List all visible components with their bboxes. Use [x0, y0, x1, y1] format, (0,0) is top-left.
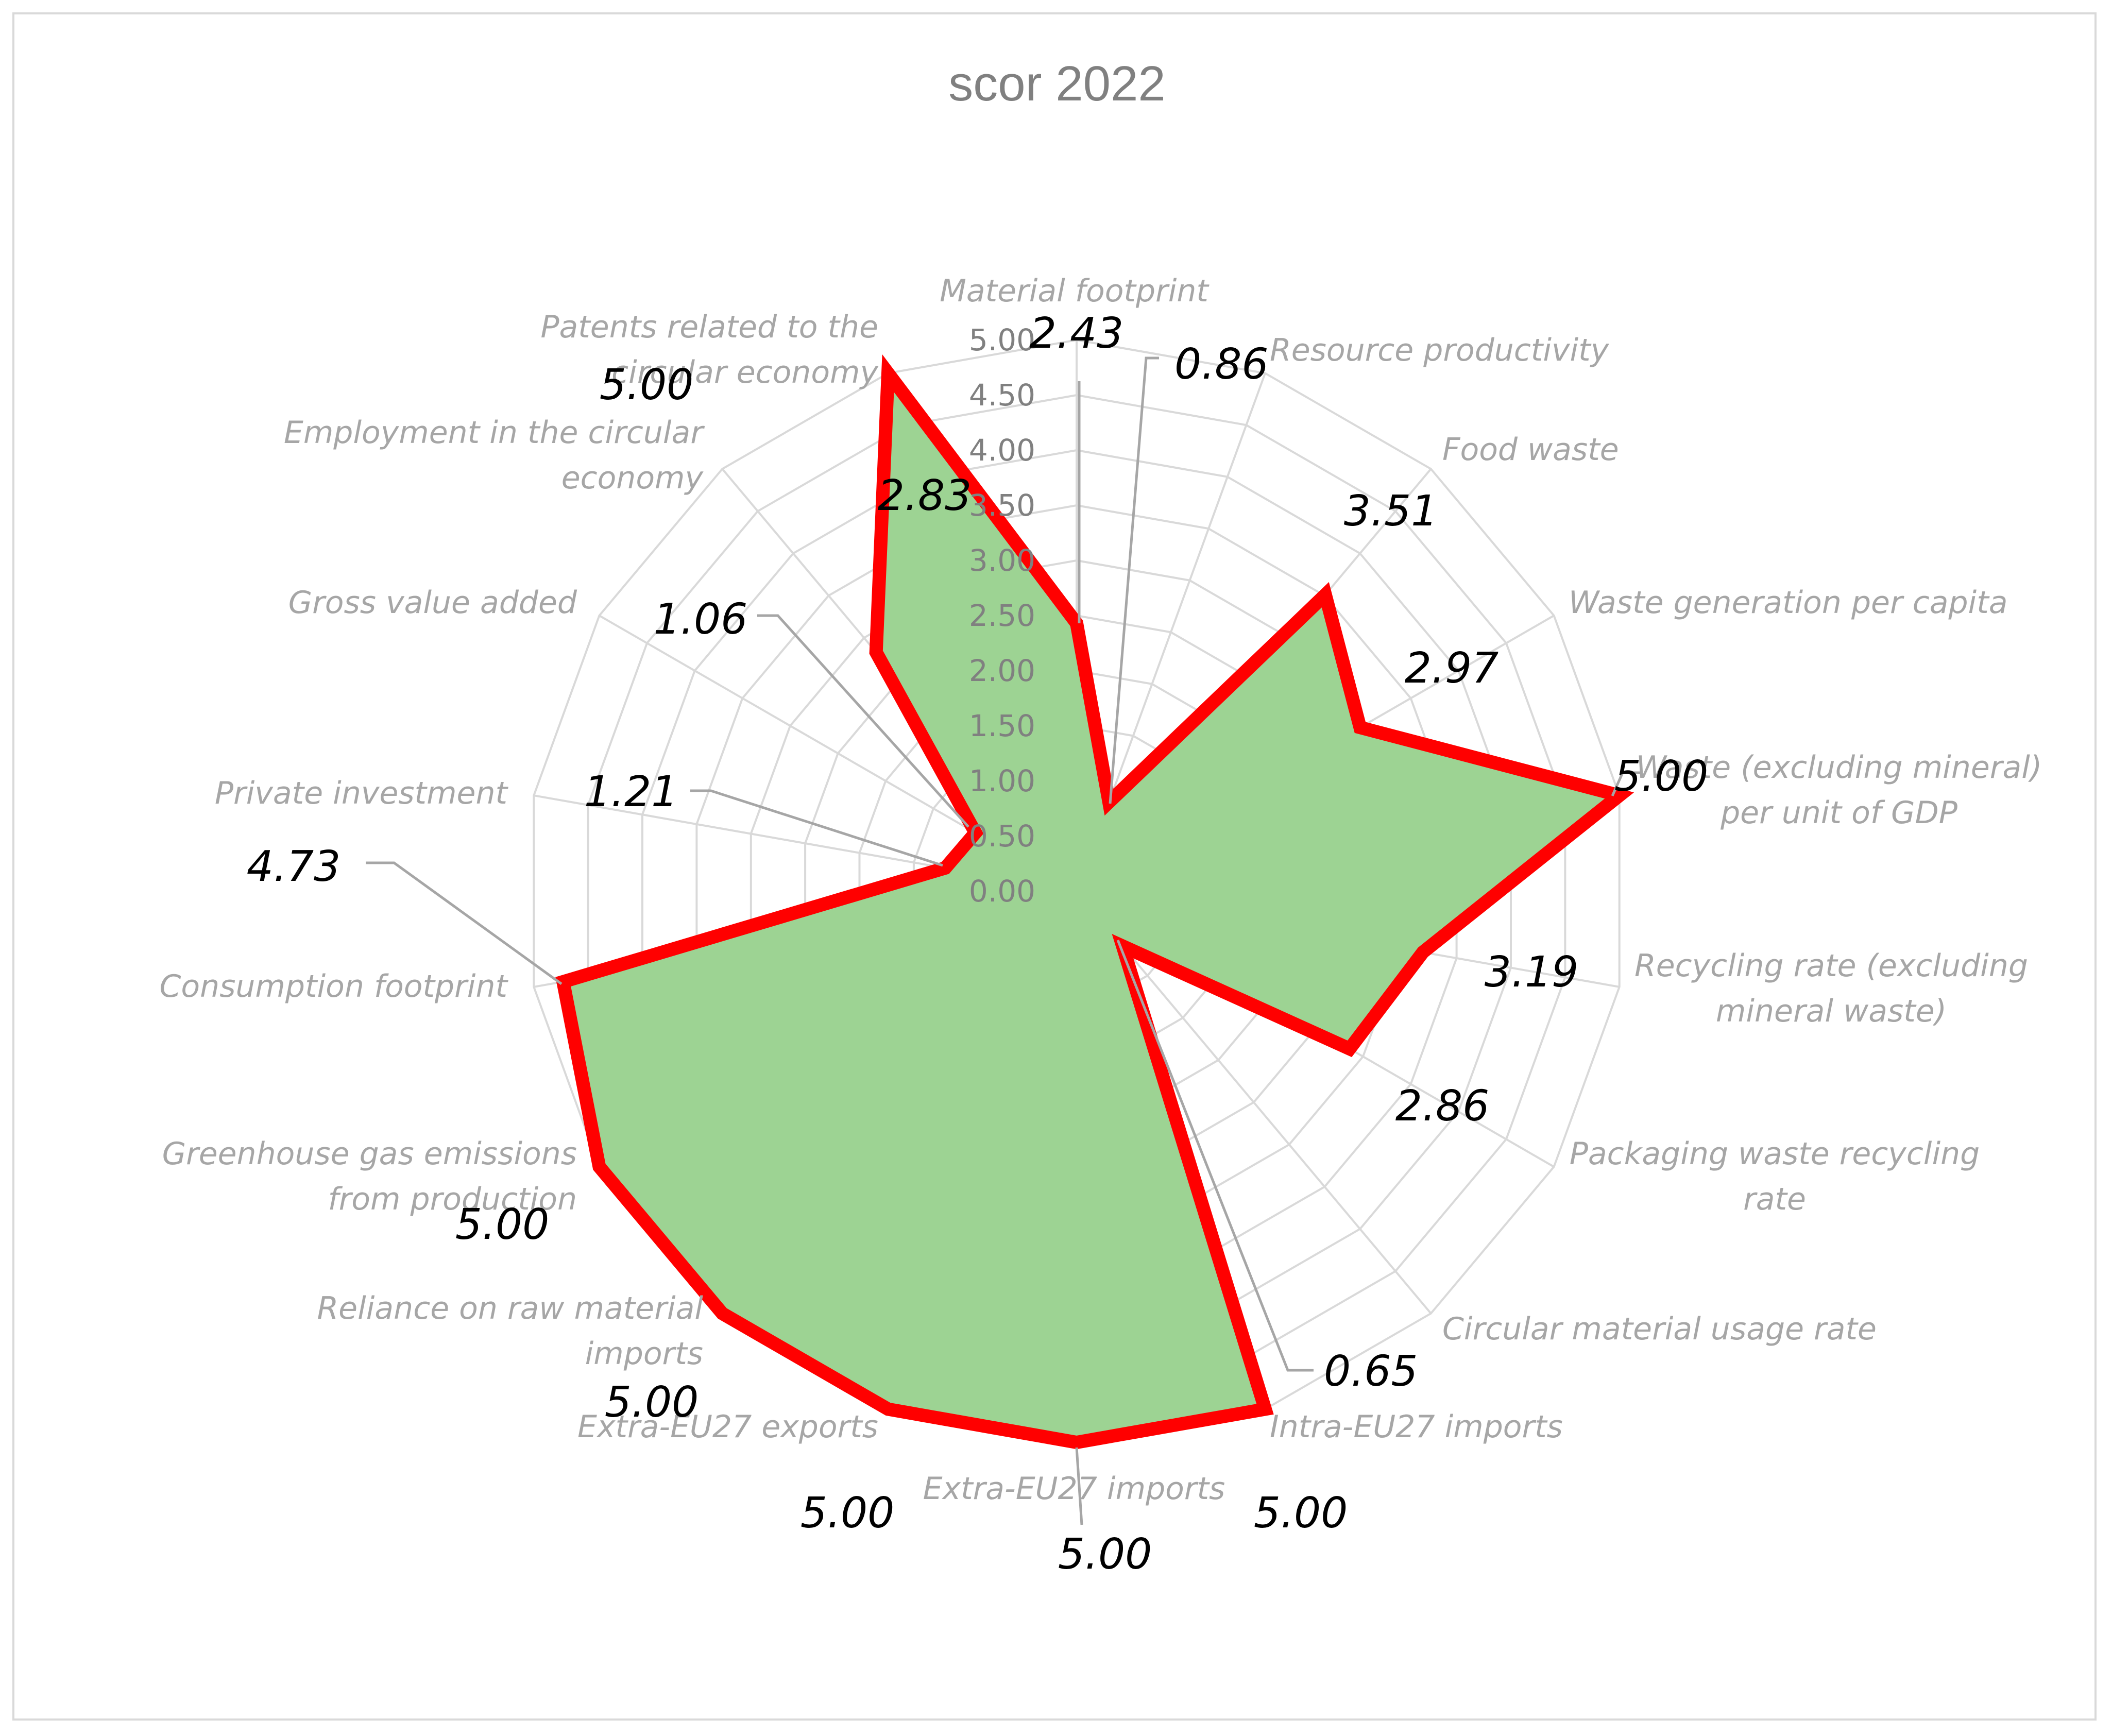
category-label-6: Packaging waste recycling rate: [1570, 1136, 1980, 1217]
category-label-4: Waste (excluding mineral) per unit of GDP: [1636, 750, 2042, 831]
category-label-1: Resource productivity: [1270, 332, 1610, 368]
category-label-14: Private investment: [215, 775, 509, 811]
data-point-17: [887, 371, 890, 375]
data-point-3: [1358, 726, 1362, 729]
data-point-5: [1421, 950, 1425, 954]
data-label-15: 1.06: [654, 595, 748, 644]
data-labels: 2.43 0.86 3.51 2.97 5.00 3.19 2.86 0.65 5.00 5.00…: [247, 309, 1709, 1579]
tick-label-7: 3.50: [969, 488, 1035, 523]
category-label-17: Patents related to the circular economy: [540, 309, 879, 390]
data-point-15: [974, 831, 977, 835]
data-point-0: [1075, 622, 1078, 625]
category-label-3: Waste generation per capita: [1569, 585, 2008, 621]
data-label-10: 5.00: [800, 1489, 895, 1538]
category-label-13: Consumption footprint: [160, 968, 509, 1005]
leader-line-1: [1109, 356, 1159, 804]
series-area: [555, 354, 1634, 1450]
data-label-9: 5.00: [1058, 1530, 1152, 1579]
leader-line-9: [1075, 1447, 1083, 1525]
radial-tick-labels: 0.00 0.50 1.00 1.50 2.00 2.50 3.00 3.50 4.00 4.50…: [969, 322, 1035, 909]
tick-label-0: 0.00: [969, 874, 1035, 909]
category-labels: Material footprint Resource productivity F…: [160, 273, 2042, 1507]
data-label-0: 2.43: [1030, 309, 1124, 358]
tick-label-9: 4.50: [969, 378, 1035, 413]
data-label-12: 5.00: [455, 1200, 550, 1249]
data-label-5: 3.19: [1485, 948, 1579, 997]
tick-label-2: 1.00: [969, 763, 1035, 798]
category-label-2: Food waste: [1442, 432, 1619, 468]
category-label-8: Intra-EU27 imports: [1270, 1409, 1563, 1445]
category-label-9: Extra-EU27 imports: [923, 1471, 1225, 1507]
data-label-2: 3.51: [1344, 487, 1438, 536]
data-point-2: [1323, 593, 1327, 597]
data-label-16: 2.83: [878, 471, 972, 520]
tick-label-1: 0.50: [969, 819, 1035, 854]
spoke-7: [1076, 890, 1432, 1314]
tick-label-5: 2.50: [969, 598, 1035, 633]
data-label-7: 0.65: [1324, 1347, 1418, 1396]
category-label-7: Circular material usage rate: [1442, 1311, 1877, 1347]
data-label-1: 0.86: [1174, 340, 1269, 389]
data-point-13: [561, 980, 565, 983]
data-point-10: [887, 1407, 890, 1411]
data-point-12: [598, 1165, 601, 1168]
data-label-11: 5.00: [605, 1378, 699, 1427]
category-label-10: Extra-EU27 exports: [577, 1409, 878, 1445]
category-label-0: Material footprint: [940, 273, 1210, 309]
chart-title: scor 2022: [948, 56, 1166, 111]
data-label-3: 2.97: [1405, 644, 1499, 693]
tick-label-3: 1.50: [969, 708, 1035, 743]
data-label-6: 2.86: [1395, 1082, 1490, 1131]
tick-label-4: 2.00: [969, 653, 1035, 688]
data-label-4: 5.00: [1614, 752, 1709, 801]
data-label-17: 5.00: [600, 361, 694, 410]
data-point-9: [1075, 1441, 1078, 1444]
leader-lines: [366, 356, 1641, 1525]
tick-label-10: 5.00: [969, 322, 1035, 358]
leader-line-13: [366, 861, 563, 985]
data-label-13: 4.73: [247, 842, 341, 891]
leader-line-7: [1116, 940, 1314, 1372]
data-point-8: [1264, 1407, 1267, 1411]
data-label-14: 1.21: [584, 768, 678, 816]
category-label-11: Reliance on raw material imports: [317, 1290, 703, 1372]
category-label-15: Gross value added: [288, 585, 577, 621]
tick-label-8: 4.00: [969, 433, 1035, 468]
leader-line-4: [1611, 771, 1641, 797]
data-point-16: [874, 651, 878, 654]
leader-line-14: [690, 789, 943, 867]
data-point-7: [1121, 944, 1125, 948]
tick-label-6: 3.00: [969, 543, 1035, 578]
radar-series: [555, 354, 1634, 1450]
data-point-4: [1617, 794, 1621, 797]
data-point-11: [721, 1312, 724, 1315]
data-label-8: 5.00: [1254, 1489, 1348, 1538]
category-label-16: Employment in the circular economy: [284, 415, 705, 496]
category-label-5: Recycling rate (excluding mineral waste): [1634, 948, 2028, 1029]
data-point-6: [1348, 1047, 1351, 1050]
leader-line-15: [757, 614, 969, 828]
category-label-12: Greenhouse gas emissions from production: [162, 1136, 577, 1217]
data-point-14: [944, 866, 947, 870]
